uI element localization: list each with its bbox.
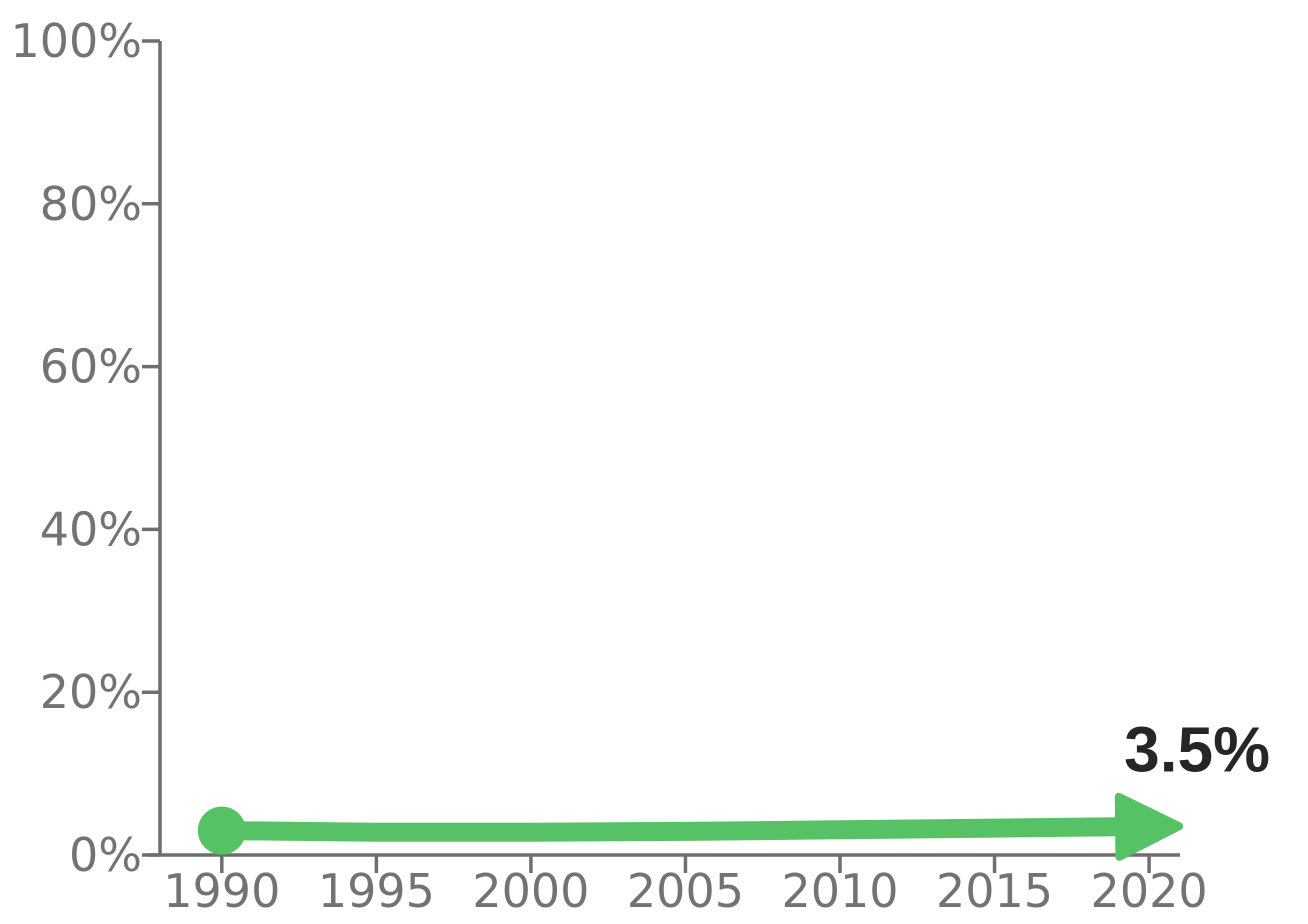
y-tick-label: 80% (40, 177, 142, 231)
series-layer (197, 792, 1184, 861)
y-axis-ticks: 0% 20% 40% 60% 80% 100% (10, 14, 160, 882)
series-start-marker (197, 806, 246, 855)
x-tick-label: 2010 (781, 864, 898, 918)
y-tick-label: 100% (10, 14, 142, 68)
x-tick-label: 2015 (936, 864, 1053, 918)
series-line (221, 817, 1120, 842)
x-axis-ticks: 1990 1995 2000 2005 2010 2015 2020 (163, 855, 1208, 918)
series-end-arrow (1114, 792, 1184, 861)
x-tick-label: 1990 (163, 864, 280, 918)
end-value-label: 3.5% (1124, 714, 1270, 786)
y-tick-label: 60% (40, 340, 142, 394)
y-tick-label: 0% (69, 828, 142, 882)
x-tick-label: 2020 (1091, 864, 1208, 918)
x-tick-label: 2000 (472, 864, 589, 918)
x-tick-label: 2005 (627, 864, 744, 918)
x-tick-label: 1995 (318, 864, 435, 918)
y-tick-label: 40% (40, 502, 142, 556)
y-tick-label: 20% (40, 665, 142, 719)
